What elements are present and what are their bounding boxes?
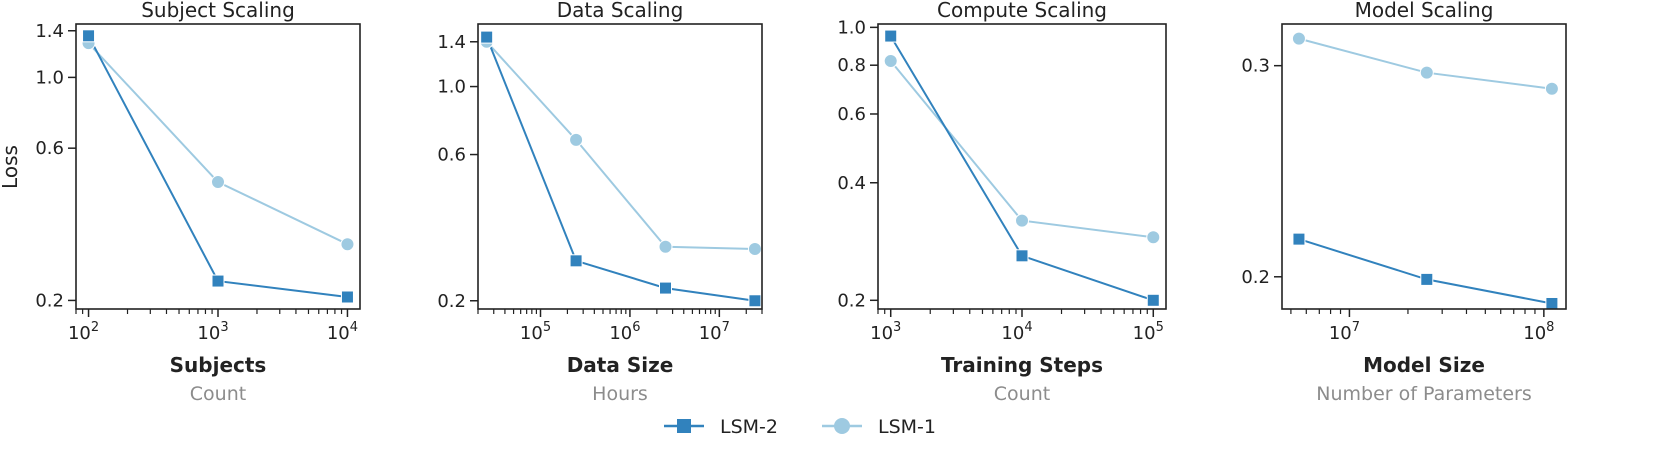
y-tick-label: 0.6 — [837, 104, 866, 125]
data-point-lsm-2 — [1146, 293, 1160, 307]
chart-panels: Subject Scaling 102 103 104 0.2 0.6 1.0 1.4 Subj… — [35, 0, 1567, 405]
data-point-lsm-1 — [883, 54, 898, 69]
x-axis-label: Model Size — [1363, 353, 1485, 377]
data-point-lsm-1 — [747, 242, 762, 257]
chart-panel: Subject Scaling 102 103 104 0.2 0.6 1.0 1.4 Subj… — [35, 0, 361, 405]
series-line-lsm-1 — [485, 41, 755, 250]
x-tick-label: 104 — [327, 320, 358, 344]
y-tick-label: 1.0 — [437, 77, 466, 98]
y-tick-label: 0.2 — [437, 291, 466, 312]
y-tick-label: 0.2 — [35, 290, 64, 311]
data-point-lsm-1 — [1015, 213, 1029, 228]
y-tick-label: 0.8 — [837, 55, 866, 76]
chart-panel: Data Scaling 105 106 107 0.2 0.6 1.0 1.4 Data Si… — [437, 0, 763, 405]
legend-circle-marker — [834, 418, 850, 434]
series-line-lsm-2 — [485, 36, 756, 302]
chart-title: Data Scaling — [557, 0, 684, 22]
series-line-lsm-2 — [1298, 238, 1553, 305]
data-point-lsm-2 — [1015, 249, 1029, 263]
data-point-lsm-1 — [1146, 230, 1161, 245]
y-tick-label: 1.0 — [35, 67, 64, 88]
legend-label: LSM-2 — [720, 416, 778, 438]
plot-frame — [1281, 23, 1567, 310]
data-point-lsm-1 — [658, 239, 673, 254]
y-tick-label: 0.3 — [1241, 56, 1270, 77]
chart-title: Model Scaling — [1355, 0, 1494, 22]
data-point-lsm-1 — [211, 175, 225, 190]
x-axis-sublabel: Count — [190, 383, 246, 405]
x-axis-sublabel: Count — [994, 383, 1050, 405]
x-tick-label: 107 — [1329, 320, 1360, 344]
chart-title: Subject Scaling — [141, 0, 295, 22]
data-point-lsm-2 — [82, 29, 96, 43]
data-point-lsm-1 — [340, 237, 355, 252]
data-point-lsm-2 — [1292, 232, 1306, 246]
data-point-lsm-2 — [659, 281, 673, 295]
series-line-lsm-1 — [1298, 37, 1553, 90]
plot-frame — [877, 23, 1167, 310]
y-tick-label: 0.2 — [1241, 267, 1270, 288]
x-axis-sublabel: Hours — [592, 383, 648, 405]
x-tick-label: 102 — [68, 320, 99, 344]
series-line-lsm-1 — [889, 60, 1154, 239]
data-point-lsm-2 — [340, 290, 354, 304]
legend-square-marker — [677, 419, 691, 433]
y-tick-label: 0.2 — [837, 290, 866, 311]
legend-label: LSM-1 — [878, 416, 936, 438]
y-tick-label: 1.0 — [837, 17, 866, 38]
legend: LSM-2 LSM-1 — [664, 416, 936, 438]
data-point-lsm-2 — [748, 294, 762, 308]
x-tick-label: 105 — [520, 320, 551, 344]
data-point-lsm-1 — [1419, 65, 1434, 80]
data-point-lsm-2 — [569, 254, 583, 268]
chart-title: Compute Scaling — [937, 0, 1107, 22]
data-point-lsm-2 — [480, 30, 494, 44]
x-tick-label: 106 — [609, 320, 640, 344]
y-tick-label: 0.4 — [837, 173, 866, 194]
y-tick-label: 1.4 — [437, 32, 466, 53]
data-point-lsm-2 — [211, 274, 225, 288]
y-tick-label: 1.4 — [35, 21, 64, 42]
plot-frame — [75, 23, 361, 310]
data-point-lsm-2 — [884, 29, 898, 43]
chart-panel: Model Scaling 107 108 0.2 0.3 Model Size Numbe… — [1241, 0, 1567, 405]
x-tick-label: 107 — [699, 320, 730, 344]
y-axis-label: Loss — [0, 145, 22, 189]
data-point-lsm-2 — [1545, 296, 1559, 310]
data-point-lsm-1 — [1291, 31, 1306, 46]
legend-item-lsm-2: LSM-2 — [664, 416, 778, 438]
legend-item-lsm-1: LSM-1 — [822, 416, 936, 438]
y-tick-label: 0.6 — [35, 138, 64, 159]
data-point-lsm-1 — [1544, 81, 1559, 96]
x-tick-label: 105 — [1133, 320, 1164, 344]
x-tick-label: 103 — [197, 320, 228, 344]
x-axis-label: Subjects — [170, 353, 267, 377]
series-line-lsm-2 — [87, 35, 348, 298]
y-tick-label: 0.6 — [437, 145, 466, 166]
data-point-lsm-1 — [569, 132, 584, 147]
x-axis-label: Training Steps — [941, 353, 1103, 377]
chart-panel: Compute Scaling 103 104 105 0.2 0.4 0.6 0.8 1.0 T… — [837, 0, 1167, 405]
x-tick-label: 104 — [1001, 320, 1032, 344]
x-tick-label: 108 — [1523, 320, 1554, 344]
plot-frame — [477, 23, 763, 310]
data-point-lsm-2 — [1420, 272, 1434, 286]
x-axis-sublabel: Number of Parameters — [1316, 383, 1531, 405]
series-line-lsm-1 — [87, 42, 348, 246]
x-axis-label: Data Size — [567, 353, 674, 377]
x-tick-label: 103 — [870, 320, 901, 344]
